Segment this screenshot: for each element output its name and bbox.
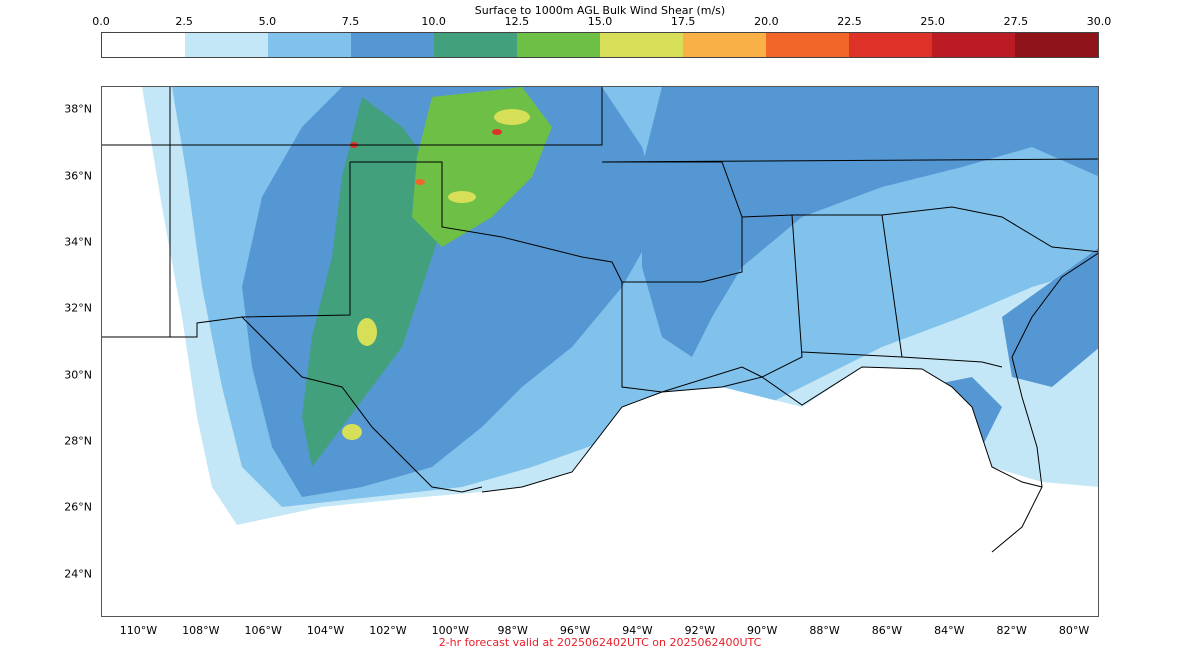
latitude-label: 38°N [64, 102, 92, 116]
peak-7 [415, 179, 425, 185]
colorbar-segment [932, 33, 1015, 57]
latitude-label: 26°N [64, 500, 92, 514]
colorbar-tick-label: 0.0 [92, 15, 110, 28]
longitude-label: 88°W [809, 624, 840, 637]
latitude-label: 28°N [64, 434, 92, 448]
colorbar-segment [600, 33, 683, 57]
colorbar-tick-label: 10.0 [421, 15, 446, 28]
high-plains-green [302, 97, 442, 467]
colorbar-tick-label: 12.5 [504, 15, 530, 28]
high-plains-strong [412, 87, 552, 247]
atlantic-patch [1002, 248, 1098, 387]
colorbar-tick-label: 17.5 [670, 15, 696, 28]
longitude-label: 80°W [1058, 624, 1090, 637]
colorbar-tick-label: 2.5 [175, 15, 193, 28]
longitude-label: 92°W [684, 624, 715, 637]
longitude-label: 110°W [119, 624, 158, 637]
colorbar-tick-label: 5.0 [258, 15, 277, 28]
longitude-label: 98°W [497, 624, 528, 637]
colorbar-tick-label: 20.0 [754, 15, 779, 28]
longitude-label: 96°W [559, 624, 591, 637]
colorbar-title: Surface to 1000m AGL Bulk Wind Shear (m/… [474, 4, 726, 17]
colorbar-segment [434, 33, 517, 57]
state-boundaries [102, 87, 1098, 553]
mississippi-alabama [741, 214, 803, 378]
map-panel [101, 86, 1099, 617]
gulf-of-mexico [102, 367, 1098, 616]
colorbar-tick-label: 7.5 [341, 15, 360, 28]
colorbar-tick-label: 15.0 [587, 15, 613, 28]
wind-shear-map [102, 87, 1098, 616]
tennessee-north [601, 158, 1098, 163]
peak-5 [492, 129, 502, 135]
us-mexico-border [102, 316, 483, 493]
atlantic-coastline [1011, 252, 1098, 488]
latitude-label: 24°N [64, 567, 92, 581]
forecast-valid-text: 2-hr forecast valid at 2025062402UTC on … [438, 636, 762, 649]
longitude-label: 82°W [996, 624, 1027, 637]
gulf-coastline [481, 366, 1043, 553]
latitude-label: 30°N [64, 368, 92, 382]
colorbar-segment [517, 33, 600, 57]
peak-1 [494, 109, 530, 125]
longitude-label: 100°W [431, 624, 469, 637]
oklahoma-texas-border [350, 161, 623, 283]
peak-2 [448, 191, 476, 203]
peak-4 [342, 424, 362, 440]
texas-panhandle [241, 162, 351, 318]
arkansas-louisiana [602, 161, 743, 283]
colorbar-segment [351, 33, 434, 57]
longitude-label: 108°W [182, 624, 220, 637]
georgia-carolina [881, 206, 1098, 253]
colorbar [101, 32, 1099, 58]
latitude-label: 36°N [64, 169, 92, 183]
colorbar-segment [1015, 33, 1098, 57]
colorbar-tick-label: 27.5 [1003, 15, 1029, 28]
longitude-label: 102°W [369, 624, 407, 637]
longitude-label: 104°W [306, 624, 345, 637]
colorbar-segment [683, 33, 766, 57]
longitude-label: 106°W [244, 624, 282, 637]
colorbar-tick-label: 30.0 [1086, 15, 1112, 28]
longitude-label: 86°W [871, 624, 903, 637]
latitude-label: 32°N [64, 301, 92, 315]
colorbar-segment [849, 33, 932, 57]
kansas-south [102, 87, 603, 146]
colorbar-segment [766, 33, 849, 57]
east-shear-band [642, 87, 1098, 357]
longitude-label: 90°W [746, 624, 778, 637]
latitude-label: 34°N [64, 235, 92, 249]
colorbar-segment [102, 33, 185, 57]
alabama-georgia [792, 214, 903, 358]
georgia-south [901, 356, 1003, 368]
peak-3 [357, 318, 377, 346]
longitude-label: 94°W [622, 624, 653, 637]
colorbar-segment [185, 33, 268, 57]
colorbar-tick-label: 22.5 [837, 15, 862, 28]
colorbar-tick-label: 25.0 [920, 15, 945, 28]
colorbar-segment [268, 33, 351, 57]
longitude-label: 84°W [934, 624, 965, 637]
